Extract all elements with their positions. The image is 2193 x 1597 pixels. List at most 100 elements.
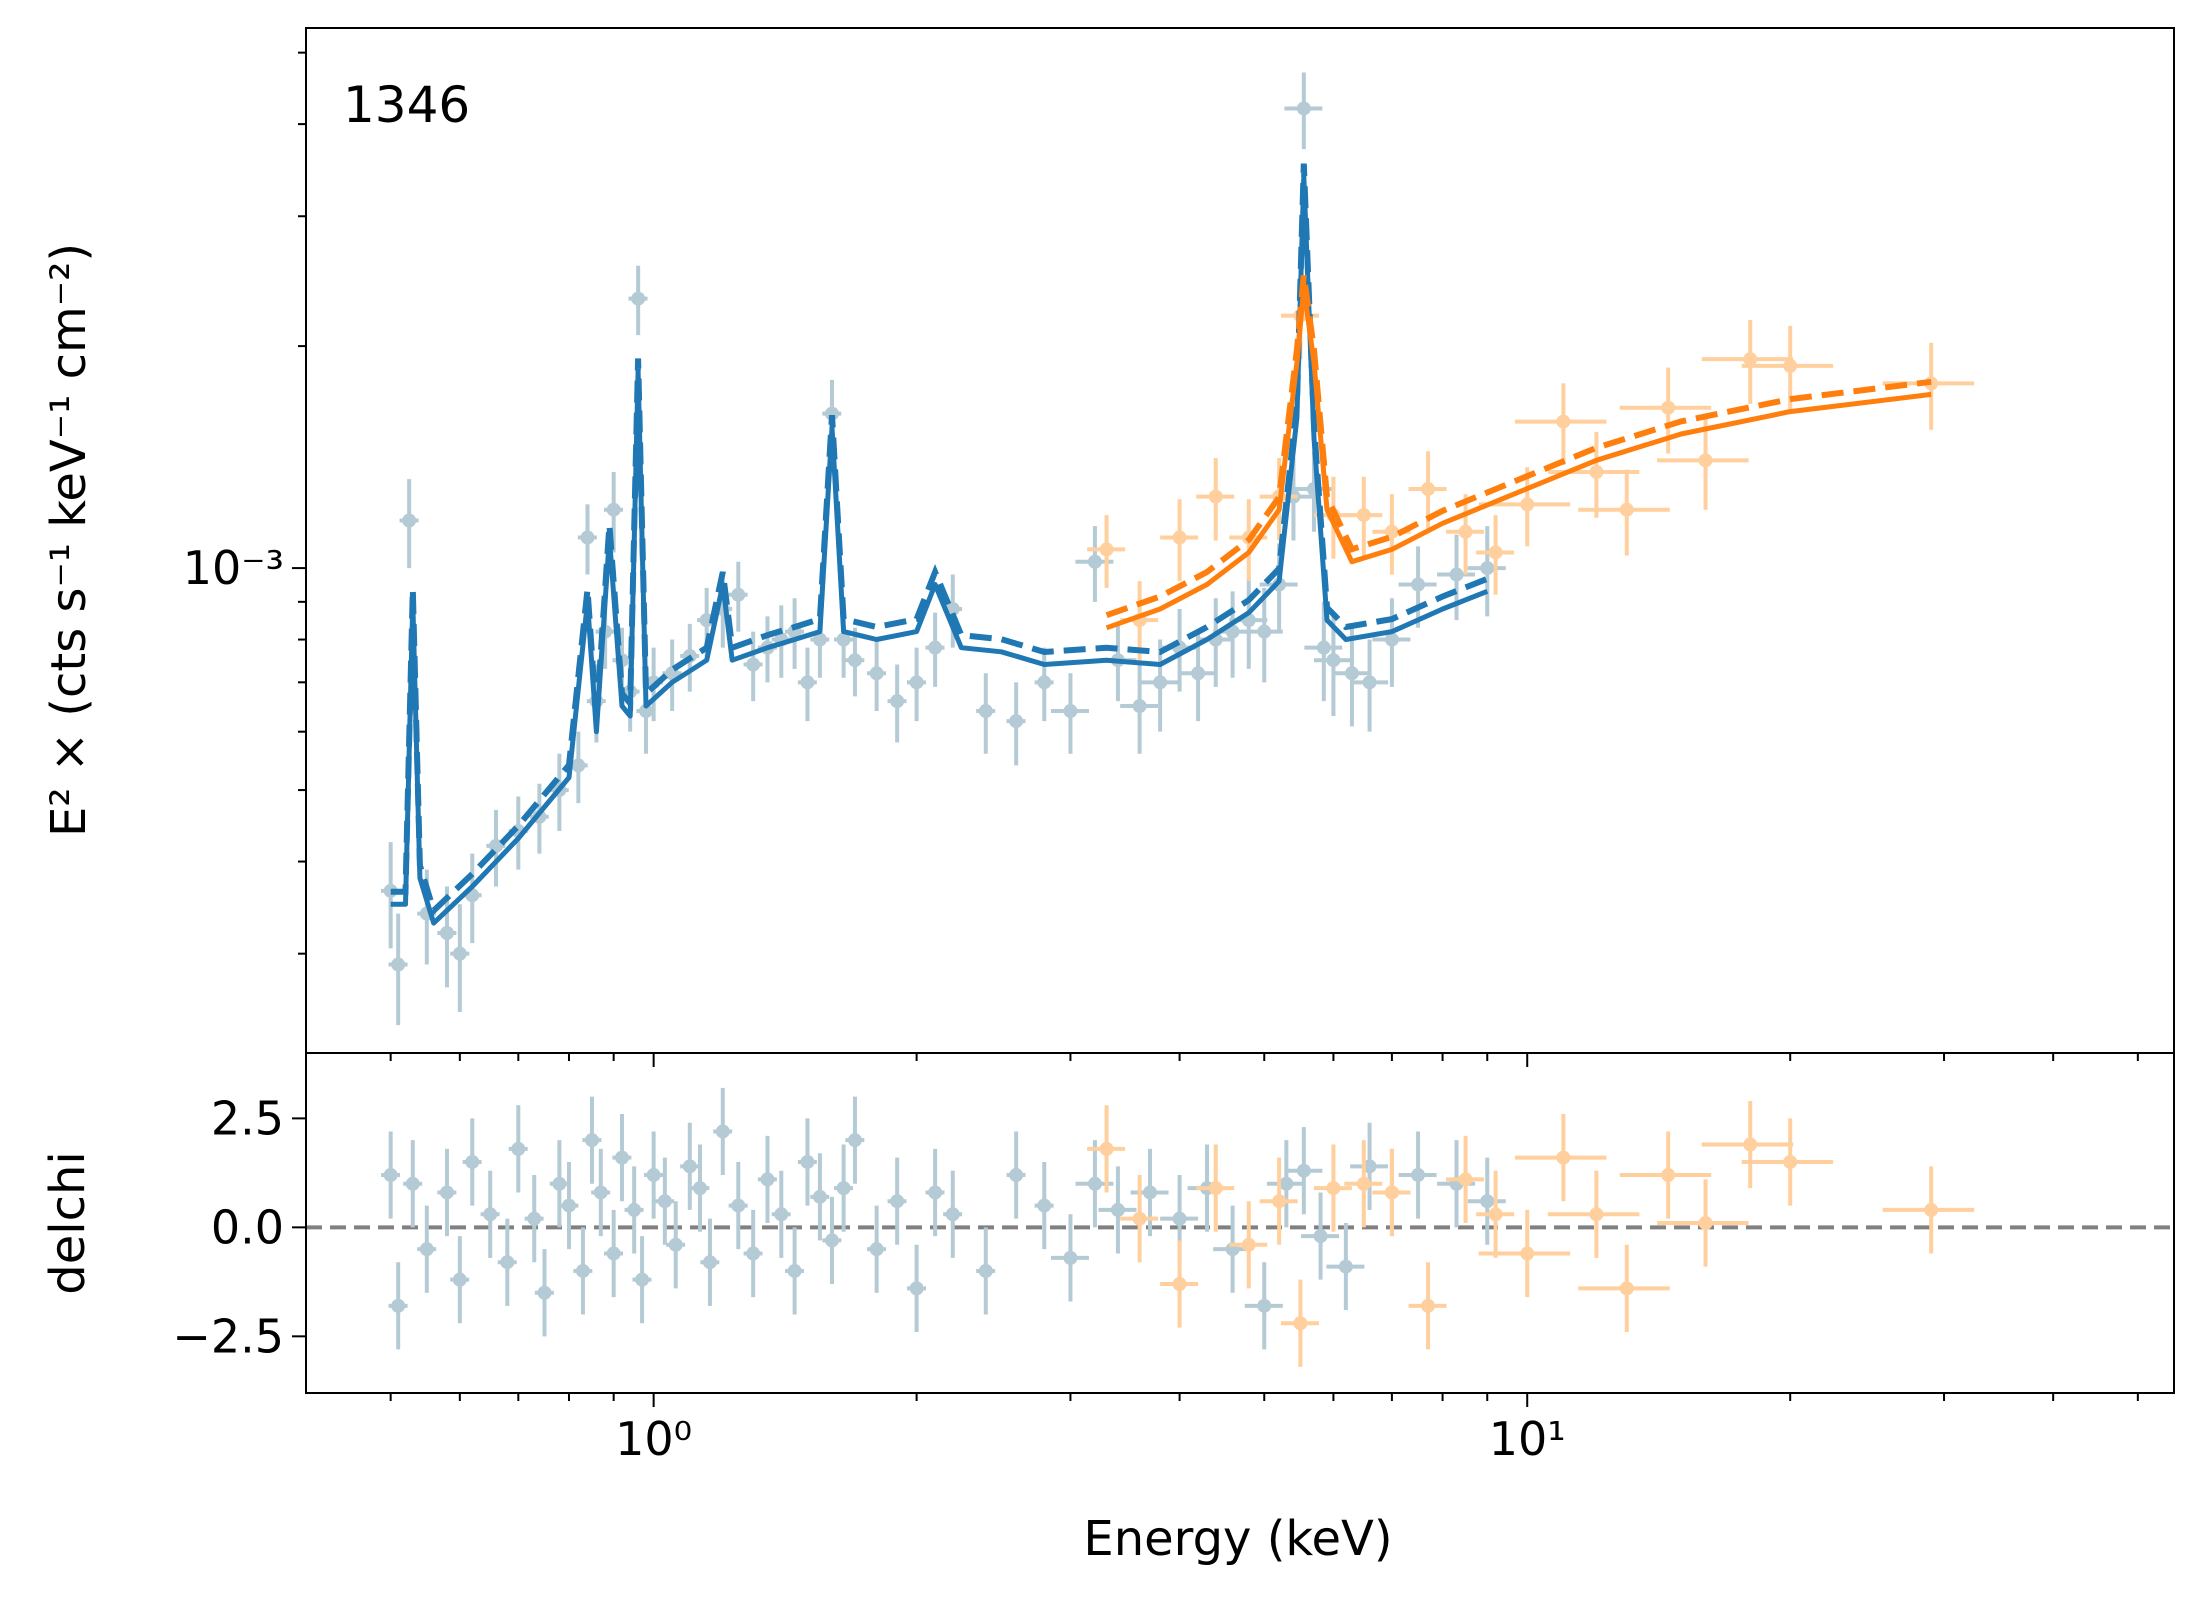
data-point (1006, 682, 1026, 766)
data-marker (1296, 101, 1311, 116)
data-point (1657, 417, 1749, 510)
data-point (450, 904, 470, 1013)
residual-marker (627, 1202, 642, 1217)
residual-marker (1110, 1202, 1125, 1217)
residual-marker (715, 1124, 730, 1139)
residual-point (549, 1140, 569, 1228)
residual-marker (847, 1133, 862, 1148)
data-marker (1316, 640, 1331, 655)
residual-marker (1924, 1202, 1939, 1217)
residual-marker (561, 1198, 576, 1213)
residual-marker (1411, 1168, 1426, 1183)
data-point (1304, 601, 1343, 702)
residual-marker (1172, 1277, 1187, 1292)
residual-marker (869, 1242, 884, 1257)
residual-marker (1063, 1250, 1078, 1265)
residual-marker (465, 1154, 480, 1169)
residual-point (624, 1166, 644, 1254)
data-point (1284, 72, 1323, 150)
data-point (1244, 587, 1283, 683)
residual-point (925, 1148, 945, 1237)
residual-marker (702, 1255, 717, 1270)
data-point (845, 627, 865, 697)
residual-point (1578, 1244, 1670, 1332)
residual-point (559, 1161, 579, 1250)
residual-marker (1698, 1216, 1713, 1230)
residual-marker (824, 1233, 839, 1248)
data-marker (1743, 352, 1758, 367)
data-marker (580, 530, 595, 545)
data-marker (1257, 624, 1272, 639)
data-marker (909, 675, 924, 690)
data-point (1701, 319, 1794, 404)
residual-point (943, 1170, 963, 1258)
data-marker (631, 291, 646, 306)
residual-marker (1458, 1172, 1473, 1187)
residual-marker (760, 1172, 775, 1187)
residual-point (1229, 1201, 1268, 1289)
data-marker (1421, 482, 1436, 497)
x-axis-label: Energy (keV) (1083, 1511, 1392, 1567)
residual-point (713, 1087, 733, 1176)
y-tick-label: 0.0 (211, 1200, 284, 1254)
residual-point (1326, 1223, 1365, 1311)
residual-point (1701, 1100, 1794, 1189)
x-tick-label: 10¹ (1489, 1412, 1566, 1466)
residual-point (604, 1209, 624, 1298)
residual-marker (405, 1176, 420, 1191)
residual-marker (1272, 1194, 1287, 1209)
residual-point (1619, 1131, 1712, 1219)
residual-point (644, 1131, 664, 1219)
data-point (628, 265, 648, 336)
residual-marker (1384, 1185, 1399, 1200)
data-marker (1132, 699, 1147, 714)
residual-marker (575, 1263, 590, 1278)
residual-point (690, 1144, 710, 1232)
residual-point (508, 1105, 528, 1193)
data-point (1398, 546, 1437, 628)
data-point (437, 886, 457, 988)
model-line (1105, 285, 1932, 631)
spectrum-data-layer (381, 72, 1975, 1026)
residual-marker (1556, 1150, 1571, 1165)
data-point (1514, 383, 1607, 465)
x-ticks: 10⁰ 10¹ (389, 1053, 2139, 1466)
residual-marker (693, 1181, 708, 1196)
data-marker (847, 653, 862, 668)
data-marker (800, 675, 815, 690)
data-marker (1698, 453, 1713, 468)
residual-point (728, 1161, 748, 1250)
residual-marker (500, 1255, 515, 1270)
residuals-y-axis-label: delchi (40, 1151, 96, 1294)
data-marker (1488, 545, 1503, 560)
residual-marker (1520, 1246, 1535, 1261)
residual-marker (1326, 1181, 1341, 1196)
residual-point (867, 1205, 887, 1293)
residual-point (666, 1201, 686, 1289)
residuals-panel-frame (305, 1052, 2175, 1394)
data-point (1476, 515, 1515, 595)
residual-marker (812, 1189, 827, 1204)
data-marker (1449, 567, 1464, 582)
data-marker (1037, 675, 1052, 690)
residual-point (1350, 1122, 1389, 1210)
residual-marker (657, 1194, 672, 1209)
residual-point (700, 1218, 720, 1306)
residual-marker (1661, 1168, 1676, 1183)
data-marker (1208, 489, 1223, 504)
data-marker (571, 758, 586, 773)
model-line-dashed (390, 163, 1489, 917)
residual-point (497, 1218, 517, 1306)
residual-marker (1132, 1211, 1147, 1226)
data-marker (1009, 714, 1024, 729)
residual-marker (1356, 1176, 1371, 1191)
residual-marker (1338, 1259, 1353, 1274)
residual-point (462, 1118, 482, 1206)
residual-point (1120, 1175, 1159, 1263)
residual-marker (1421, 1298, 1436, 1313)
residual-marker (836, 1181, 851, 1196)
data-marker (452, 946, 467, 961)
data-marker (869, 666, 884, 681)
data-point (1332, 627, 1371, 727)
